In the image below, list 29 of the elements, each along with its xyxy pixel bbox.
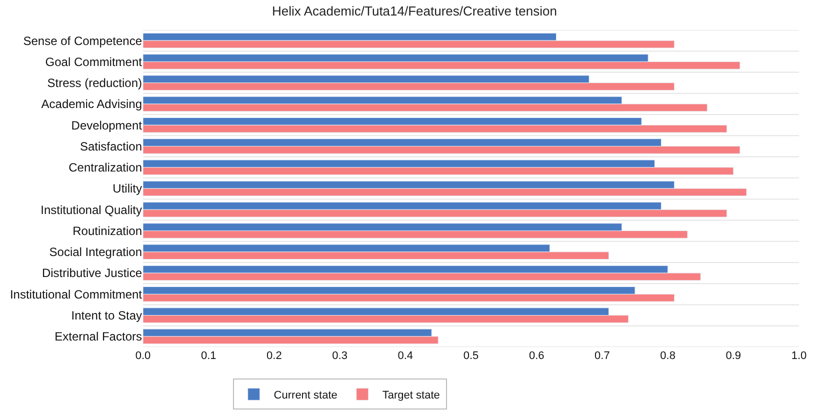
x-tick-label: 0.4 — [398, 350, 414, 362]
y-tick-label: Academic Advising — [41, 97, 142, 112]
x-tick-label: 0.7 — [594, 350, 610, 362]
x-tick-label: 0.2 — [266, 350, 282, 362]
y-tick-label: Satisfaction — [80, 139, 142, 154]
y-tick-label: Utility — [112, 182, 142, 196]
y-tick-label: Social Integration — [49, 245, 142, 260]
y-tick-label: Institutional Quality — [40, 202, 142, 217]
x-tick-label: 0.8 — [660, 350, 676, 362]
y-tick-label: Routinization — [72, 224, 142, 238]
legend-label: Current state — [274, 389, 338, 402]
x-tick-label: 0.6 — [528, 350, 544, 362]
y-tick-label: External Factors — [54, 330, 142, 344]
chart-title: Helix Academic/Tuta14/Features/Creative tension — [272, 3, 557, 18]
y-tick-label: Development — [71, 118, 143, 132]
x-tick-label: 0.9 — [726, 350, 742, 362]
y-tick-label: Goal Commitment — [45, 54, 143, 69]
x-tick-label: 0.1 — [200, 350, 216, 362]
y-tick-label: Institutional Commitment — [10, 287, 143, 302]
x-tick-label: 0.0 — [135, 350, 151, 362]
y-tick-label: Sense of Competence — [23, 34, 142, 48]
y-tick-label: Stress (reduction) — [47, 76, 142, 90]
x-tick-label: 0.5 — [463, 350, 479, 362]
y-tick-label: Intent to Stay — [71, 308, 142, 322]
x-tick-label: 1.0 — [791, 350, 807, 362]
y-tick-label: Distributive Justice — [42, 266, 142, 280]
x-tick-label: 0.3 — [332, 350, 348, 362]
legend-label: Target state — [382, 389, 440, 402]
y-tick-label: Centralization — [68, 160, 142, 175]
